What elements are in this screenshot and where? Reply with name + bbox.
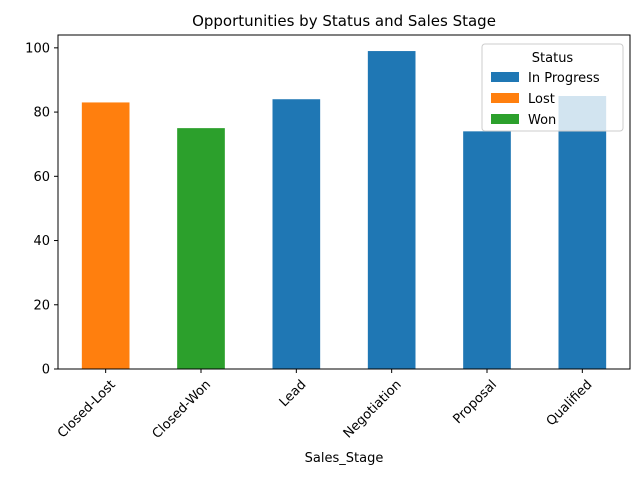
legend-swatch (491, 72, 519, 82)
x-tick-label: Negotiation (341, 377, 405, 441)
x-tick-label: Closed-Lost (55, 377, 119, 441)
y-tick-label: 80 (33, 106, 50, 121)
plot-frame (57, 34, 631, 370)
bar-lead-in-progress (272, 99, 321, 369)
bar-qualified-in-progress (558, 96, 607, 370)
y-tick-label: 40 (33, 234, 50, 249)
bar-closed-won-won (177, 128, 225, 369)
y-tick-label: 100 (25, 41, 50, 56)
legend-title: Status (532, 51, 574, 66)
x-tick-label: Qualified (544, 377, 596, 429)
legend-label: Lost (528, 92, 555, 107)
legend-label: In Progress (528, 71, 600, 86)
legend-swatch (491, 114, 519, 124)
x-tick-label: Closed-Won (150, 377, 214, 441)
x-tick-label: Lead (277, 377, 310, 410)
bar-closed-lost-lost (81, 102, 130, 369)
bars-layer (81, 51, 607, 370)
axes-layer (57, 34, 631, 370)
y-tick-label: 60 (33, 170, 50, 185)
legend-swatch (491, 93, 519, 103)
bar-negotiation-in-progress (367, 51, 416, 370)
legend: Status In Progress Lost Won (481, 43, 624, 132)
x-axis-title: Sales_Stage (305, 451, 384, 466)
x-tick-label: Proposal (450, 377, 500, 427)
legend-box (481, 43, 624, 132)
bar-proposal-in-progress (463, 131, 511, 369)
y-tick-label: 0 (42, 363, 50, 378)
legend-label: Won (528, 113, 556, 128)
y-tick-label: 20 (33, 298, 50, 313)
chart-title: Opportunities by Status and Sales Stage (192, 12, 496, 30)
legend-items: In Progress Lost Won (491, 71, 600, 128)
